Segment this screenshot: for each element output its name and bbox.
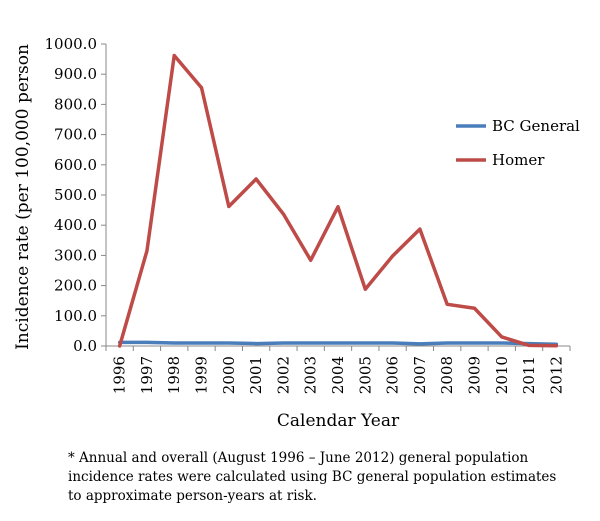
x-tick-label: 1997 [138,356,156,394]
x-tick-label: 2004 [329,356,347,394]
y-tick-label: 700.0 [54,126,97,144]
x-axis-title: Calendar Year [277,411,400,431]
data-point [145,249,149,253]
data-point [309,341,313,345]
data-point [554,344,558,348]
x-tick-label: 2001 [247,356,265,394]
y-tick-label: 400.0 [54,216,97,234]
data-point [418,227,422,231]
data-point [472,341,476,345]
data-point [472,306,476,310]
x-tick-label: 2003 [302,356,320,394]
line-chart: 0.0 100.0 200.0 300.0 400.0 500.0 600.0 700.0 80… [13,35,580,431]
x-tick-label: 1998 [165,356,183,394]
data-point [445,302,449,306]
x-tick-label: 2011 [520,356,538,394]
x-tick-label: 2006 [384,356,402,394]
y-tick-label: 200.0 [54,277,97,295]
data-point [254,177,258,181]
data-point [254,342,258,346]
data-point [391,341,395,345]
y-tick-label: 900.0 [54,65,97,83]
data-point [500,335,504,339]
data-point [418,342,422,346]
x-tick-label: 1996 [111,356,129,394]
data-point [309,258,313,262]
data-point [527,343,531,347]
y-tick-label: 800.0 [54,95,97,113]
x-tick-label: 2002 [274,356,292,394]
y-tick-label: 300.0 [54,246,97,264]
y-tick-label: 100.0 [54,307,97,325]
data-point [172,341,176,345]
data-point [363,287,367,291]
data-point [391,254,395,258]
y-tick-label: 500.0 [54,186,97,204]
y-tick-label: 1000.0 [45,35,98,53]
y-tick-label: 600.0 [54,156,97,174]
legend-label: Homer [492,151,545,169]
data-point [172,53,176,57]
data-point [200,86,204,90]
x-tick-label: 2009 [465,356,483,394]
y-axis-title: Incidence rate (per 100,000 person [13,44,33,350]
x-tick-label: 2010 [493,356,511,394]
data-point [500,341,504,345]
y-tick-label: 0.0 [73,337,97,355]
x-tick-label: 2012 [547,356,565,394]
data-point [281,212,285,216]
series-line-homer [117,53,559,348]
data-point [281,341,285,345]
data-point [145,340,149,344]
x-tick-label: 2007 [411,356,429,394]
legend-label: BC General [492,117,580,135]
x-tick-label: 2000 [220,356,238,394]
x-tick-label: 2005 [356,356,374,394]
data-point [200,341,204,345]
x-tick-label: 1999 [193,356,211,394]
data-point [227,204,231,208]
data-point [336,205,340,209]
data-point [445,341,449,345]
data-point [336,341,340,345]
data-point [363,341,367,345]
footnote: * Annual and overall (August 1996 – June… [68,450,557,504]
data-point [118,344,122,348]
data-point [227,341,231,345]
x-tick-label: 2008 [438,356,456,394]
